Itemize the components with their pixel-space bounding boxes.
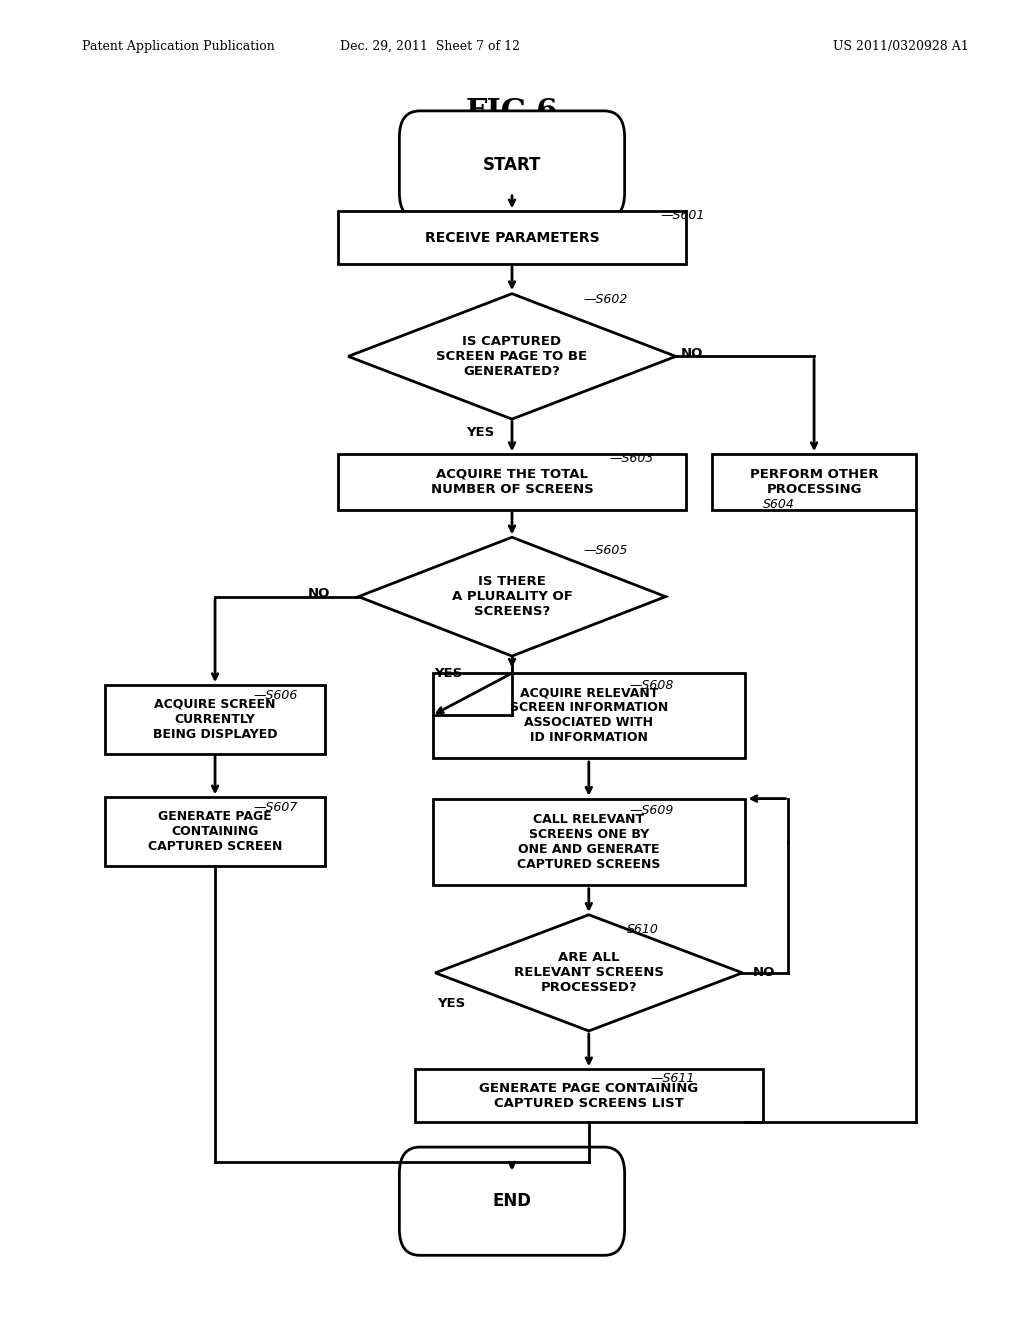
Polygon shape [348,294,676,420]
FancyBboxPatch shape [415,1069,763,1122]
Text: —S602: —S602 [584,293,628,306]
Text: —S608: —S608 [630,678,674,692]
Text: —S601: —S601 [660,209,705,222]
Text: ACQUIRE SCREEN
CURRENTLY
BEING DISPLAYED: ACQUIRE SCREEN CURRENTLY BEING DISPLAYED [153,698,278,741]
FancyBboxPatch shape [432,799,745,884]
FancyBboxPatch shape [399,111,625,219]
Text: GENERATE PAGE CONTAINING
CAPTURED SCREENS LIST: GENERATE PAGE CONTAINING CAPTURED SCREEN… [479,1081,698,1110]
Text: Dec. 29, 2011  Sheet 7 of 12: Dec. 29, 2011 Sheet 7 of 12 [340,40,520,53]
Text: START: START [482,156,542,174]
Text: IS THERE
A PLURALITY OF
SCREENS?: IS THERE A PLURALITY OF SCREENS? [452,576,572,618]
Text: CALL RELEVANT
SCREENS ONE BY
ONE AND GENERATE
CAPTURED SCREENS: CALL RELEVANT SCREENS ONE BY ONE AND GEN… [517,813,660,871]
FancyBboxPatch shape [432,672,745,758]
Text: NO: NO [681,347,703,360]
Text: Patent Application Publication: Patent Application Publication [82,40,274,53]
Text: —S607: —S607 [254,801,298,814]
FancyBboxPatch shape [712,454,916,510]
Text: —S609: —S609 [630,804,674,817]
Text: FIG.6: FIG.6 [466,96,558,128]
Text: —S603: —S603 [609,451,653,465]
Text: PERFORM OTHER
PROCESSING: PERFORM OTHER PROCESSING [750,467,879,496]
Text: S610: S610 [627,923,658,936]
Text: ACQUIRE THE TOTAL
NUMBER OF SCREENS: ACQUIRE THE TOTAL NUMBER OF SCREENS [431,467,593,496]
FancyBboxPatch shape [338,454,686,510]
Text: YES: YES [466,426,495,440]
Text: NO: NO [307,587,330,601]
Text: YES: YES [434,667,463,680]
Text: ACQUIRE RELEVANT
SCREEN INFORMATION
ASSOCIATED WITH
ID INFORMATION: ACQUIRE RELEVANT SCREEN INFORMATION ASSO… [510,686,668,744]
Text: S604: S604 [763,498,795,511]
Text: RECEIVE PARAMETERS: RECEIVE PARAMETERS [425,231,599,244]
Text: —S605: —S605 [584,544,628,557]
FancyBboxPatch shape [104,797,326,866]
Text: YES: YES [437,997,466,1010]
Text: IS CAPTURED
SCREEN PAGE TO BE
GENERATED?: IS CAPTURED SCREEN PAGE TO BE GENERATED? [436,335,588,378]
Text: US 2011/0320928 A1: US 2011/0320928 A1 [834,40,969,53]
FancyBboxPatch shape [338,211,686,264]
Text: GENERATE PAGE
CONTAINING
CAPTURED SCREEN: GENERATE PAGE CONTAINING CAPTURED SCREEN [147,810,283,853]
FancyBboxPatch shape [104,685,326,754]
Polygon shape [358,537,666,656]
Text: NO: NO [753,966,775,979]
FancyBboxPatch shape [399,1147,625,1255]
Text: END: END [493,1192,531,1210]
Polygon shape [435,915,742,1031]
Text: —S611: —S611 [650,1072,694,1085]
Text: —S606: —S606 [254,689,298,702]
Text: ARE ALL
RELEVANT SCREENS
PROCESSED?: ARE ALL RELEVANT SCREENS PROCESSED? [514,952,664,994]
